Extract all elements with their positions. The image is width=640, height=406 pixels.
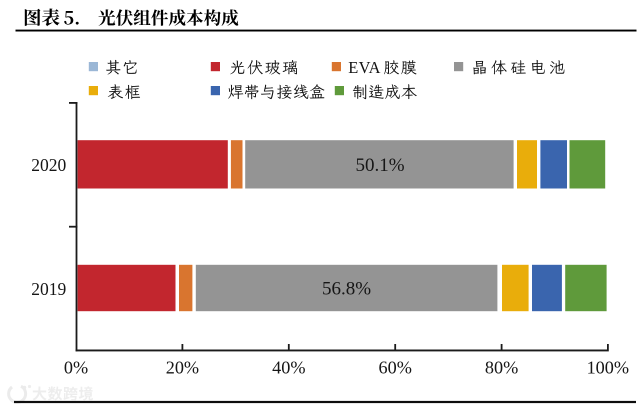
svg-text:50.1%: 50.1% [355, 155, 404, 176]
svg-text:EVA: EVA [348, 58, 380, 77]
svg-text:100%: 100% [587, 358, 629, 378]
svg-text:56.8%: 56.8% [322, 279, 371, 300]
svg-text:40%: 40% [272, 358, 305, 378]
svg-text:2020: 2020 [31, 155, 66, 175]
svg-text:60%: 60% [379, 358, 412, 378]
svg-text:0%: 0% [64, 358, 88, 378]
svg-text:80%: 80% [485, 358, 518, 378]
svg-text:2019: 2019 [31, 279, 66, 299]
svg-text:20%: 20% [166, 358, 199, 378]
